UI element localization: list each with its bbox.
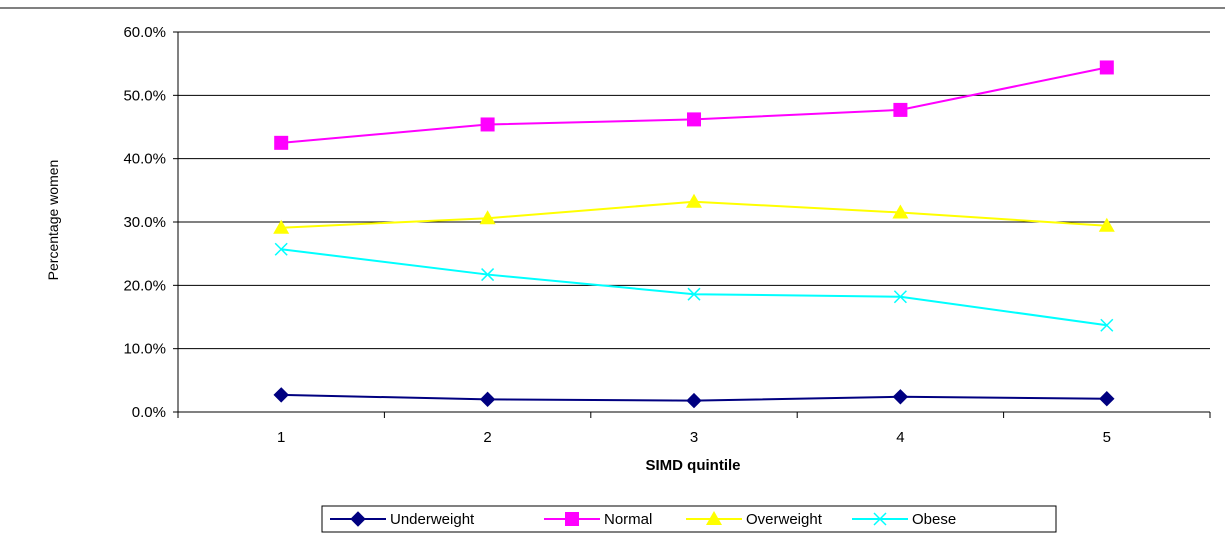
data-point-overweight <box>479 210 496 225</box>
legend-label-normal: Normal <box>604 511 652 528</box>
data-point-underweight <box>686 392 702 409</box>
series-obese <box>274 242 1114 332</box>
data-point-normal <box>274 135 289 150</box>
legend-marker-obese <box>873 512 887 526</box>
data-point-underweight <box>479 391 496 408</box>
data-point-underweight <box>273 387 289 403</box>
legend-entry-normal: Normal <box>544 511 652 528</box>
x-tick-label: 2 <box>483 429 491 446</box>
axes: 0.0% 10.0% 20.0% 30.0% 40.0% 50.0% 60.0% 1 2 3 4 5 <box>123 24 1211 446</box>
data-point-normal <box>1099 60 1114 75</box>
data-point-obese <box>687 287 701 301</box>
legend-entry-underweight: Underweight <box>330 511 475 528</box>
legend-marker-normal <box>565 512 579 526</box>
legend-marker-overweight <box>706 511 722 525</box>
y-tick-label: 50.0% <box>123 87 166 104</box>
marker-stroke <box>873 512 887 526</box>
y-tick-label: 10.0% <box>123 341 166 358</box>
legend-label-underweight: Underweight <box>390 511 475 528</box>
x-axis-title: SIMD quintile <box>646 457 741 474</box>
y-axis-title: Percentage women <box>45 160 61 281</box>
data-point-overweight <box>273 219 290 234</box>
data-point-normal <box>893 102 908 117</box>
legend: Underweight Normal Overweight Obese <box>321 505 1057 533</box>
series-line-normal <box>281 66 1108 144</box>
legend-entry-overweight: Overweight <box>686 511 823 528</box>
x-tick-label: 3 <box>690 429 698 446</box>
x-tick-label: 5 <box>1103 429 1111 446</box>
marker-stroke <box>687 287 701 301</box>
y-tick-label: 40.0% <box>123 151 166 168</box>
marker-stroke <box>1100 318 1114 332</box>
y-tick-label: 60.0% <box>123 24 166 41</box>
marker-stroke <box>274 242 288 256</box>
y-tick-label: 30.0% <box>123 214 166 231</box>
data-point-normal <box>480 117 495 132</box>
series-normal <box>274 60 1114 150</box>
data-point-overweight <box>892 204 909 219</box>
data-point-obese <box>1100 318 1114 332</box>
series-overweight <box>273 193 1115 234</box>
data-point-obese <box>274 242 288 256</box>
series-underweight <box>273 387 1115 409</box>
data-point-overweight <box>686 193 702 208</box>
y-tick-label: 0.0% <box>132 404 166 421</box>
series-line-obese <box>281 248 1107 327</box>
y-tick-label: 20.0% <box>123 277 166 294</box>
x-tick-label: 1 <box>277 429 285 446</box>
marker-stroke <box>481 268 495 282</box>
data-point-obese <box>893 290 907 304</box>
x-tick-label: 4 <box>896 429 904 446</box>
series-layer <box>273 60 1115 409</box>
data-point-underweight <box>892 389 909 405</box>
data-point-underweight <box>1099 390 1115 407</box>
legend-entry-obese: Obese <box>852 511 956 528</box>
legend-label-obese: Obese <box>912 511 956 528</box>
data-point-obese <box>481 268 495 282</box>
marker-stroke <box>893 290 907 304</box>
data-point-overweight <box>1098 217 1115 232</box>
gridlines <box>178 31 1210 350</box>
legend-label-overweight: Overweight <box>746 511 823 528</box>
data-point-normal <box>687 112 701 127</box>
legend-marker-underweight <box>350 511 366 527</box>
